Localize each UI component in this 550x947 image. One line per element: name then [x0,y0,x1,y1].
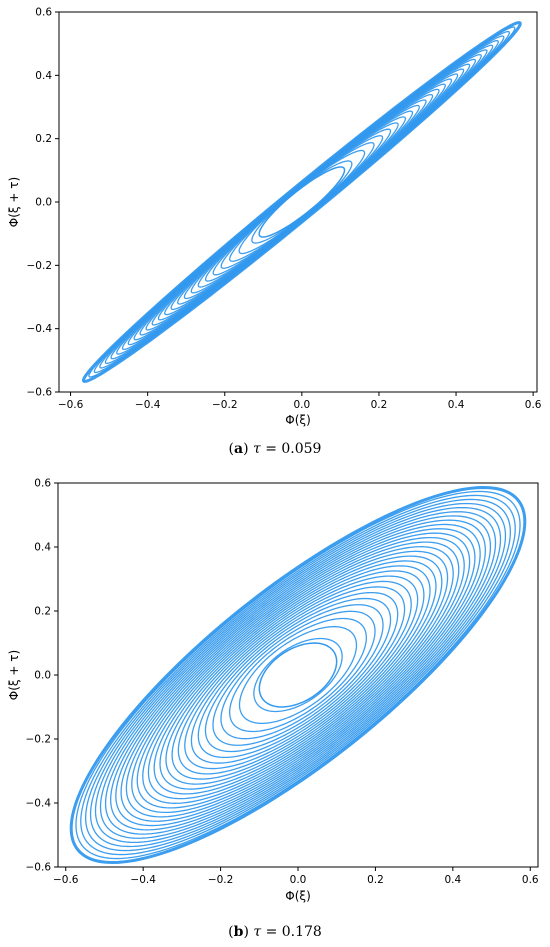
trajectory-band [136,541,460,809]
y-tick-label: 0.6 [35,7,52,19]
trajectory-band [212,604,384,746]
x-tick-label: −0.2 [208,874,234,886]
trajectory-band [142,546,454,804]
caption-b: (b) τ = 0.178 [228,924,322,940]
x-axis-label: Φ(ξ) [285,889,311,903]
caption-b-symbol: τ [253,924,262,940]
x-tick-label: 0.2 [367,874,384,886]
trajectory-band [99,511,497,839]
trajectory-band [159,560,437,790]
trajectory-band [238,626,358,724]
caption-a-symbol: τ [253,441,261,457]
trajectory-band [197,591,399,759]
trajectory-series-a [81,21,522,383]
y-tick-label: −0.4 [26,798,52,810]
x-tick-label: 0.0 [290,874,307,886]
caption-b-value: = 0.178 [265,924,322,940]
y-tick-label: −0.6 [26,862,52,874]
trajectory-band [110,519,486,831]
trajectory-band [69,486,527,864]
y-tick-label: 0.0 [34,670,51,682]
trajectory-band [177,575,419,775]
y-tick-label: −0.4 [27,323,53,335]
chart-panel-b: −0.6 −0.4 −0.2 0.0 0.2 0.4 0.6 −0.6 −0.4 −0.2 0.0 0… [0,470,550,947]
trajectory-band [115,523,481,827]
trajectory-band [81,21,522,383]
caption-a-label: a [234,441,244,457]
trajectory-band [229,617,367,733]
x-tick-label: 0.6 [522,874,539,886]
x-tick-label: 0.6 [525,399,542,411]
y-tick-label: 0.4 [34,542,51,554]
y-tick-label: 0.4 [35,70,52,82]
trajectory-band [89,502,507,848]
chart-panel-a: −0.6 −0.4 −0.2 0.0 0.2 0.4 0.6 −0.6 −0.4 −0.2 0.0 0… [0,0,550,470]
trajectory-band [120,528,476,822]
caption-a: (a) τ = 0.059 [228,441,322,457]
y-tick-label: −0.2 [26,734,52,746]
x-tick-label: −0.2 [212,399,238,411]
trajectory-band [153,555,443,795]
trajectory-band [75,490,521,860]
trajectory-band [94,506,502,844]
phase-portrait-b: −0.6 −0.4 −0.2 0.0 0.2 0.4 0.6 −0.6 −0.4 −0.2 0.0 0… [7,478,539,904]
y-tick-label: −0.2 [27,260,53,272]
y-tick-label: 0.2 [35,133,52,145]
y-tick-label: 0.6 [34,478,51,490]
trajectory-band [171,570,425,780]
y-tick-label: 0.2 [34,606,51,618]
trajectory-band [147,550,449,800]
trajectory-band [131,536,465,814]
phase-portrait-a: −0.6 −0.4 −0.2 0.0 0.2 0.4 0.6 −0.6 −0.4 −0.2 0.0 0… [7,7,542,428]
trajectory-band [253,637,343,713]
trajectory-band [84,498,512,852]
x-tick-label: 0.4 [444,874,461,886]
x-tick-label: −0.6 [53,874,79,886]
trajectory-band [125,532,471,818]
trajectory-band [251,160,353,244]
y-tick-label: 0.0 [35,197,52,209]
trajectory-inner-loop [258,642,338,708]
trajectory-band [80,494,516,856]
trajectory-band [220,610,376,740]
y-axis-label: Φ(ξ + τ) [7,177,21,227]
caption-a-value: = 0.059 [265,441,322,457]
trajectory-band [190,586,406,764]
caption-b-label: b [233,924,244,940]
x-axis-label: Φ(ξ) [285,413,311,427]
x-tick-label: −0.4 [135,399,161,411]
y-axis-label: Φ(ξ + τ) [7,650,21,700]
x-tick-label: 0.2 [371,399,388,411]
x-tick-label: 0.0 [294,399,311,411]
x-tick-label: −0.6 [58,399,84,411]
x-tick-label: 0.4 [448,399,465,411]
x-tick-label: −0.4 [130,874,156,886]
trajectory-band [165,565,431,785]
trajectory-band [104,515,492,835]
trajectory-band [204,597,392,753]
trajectory-band [184,580,412,770]
y-tick-label: −0.6 [27,387,53,399]
trajectory-series-b [69,486,527,864]
trajectory-inner-loop [258,166,346,238]
